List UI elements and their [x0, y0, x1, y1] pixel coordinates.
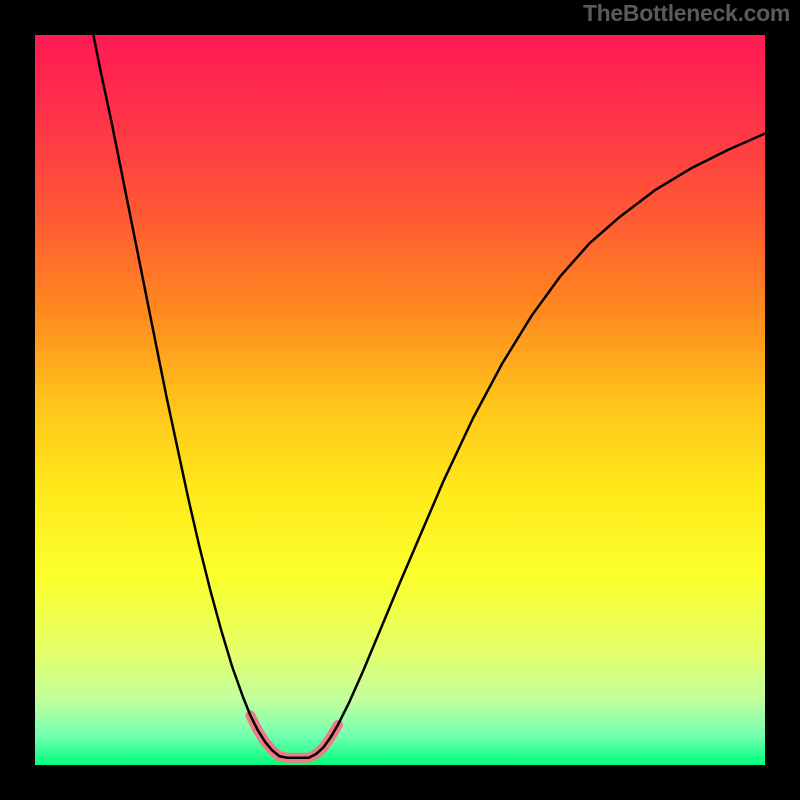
frame-border-left	[0, 0, 35, 800]
chart-container: TheBottleneck.com	[0, 0, 800, 800]
frame-border-bottom	[0, 765, 800, 800]
frame-border-right	[765, 0, 800, 800]
watermark-text: TheBottleneck.com	[583, 0, 790, 27]
bottleneck-chart	[35, 35, 765, 765]
gradient-background	[35, 35, 765, 765]
